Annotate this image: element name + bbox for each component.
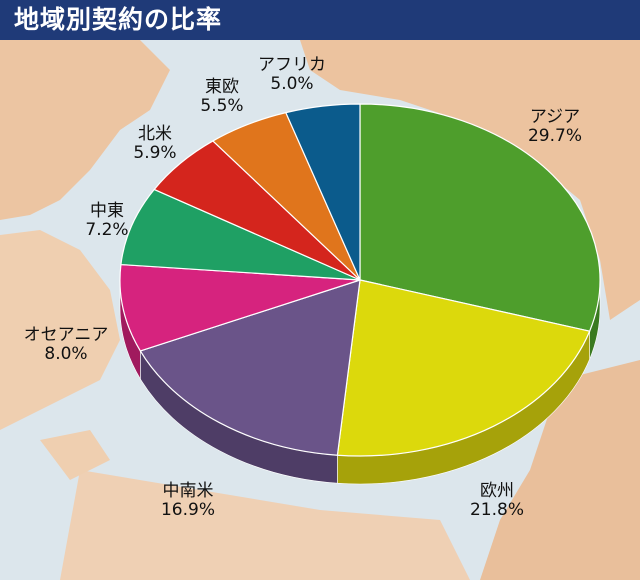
slice-7 bbox=[285, 103, 361, 281]
island-left bbox=[40, 430, 110, 480]
slice-5-label: 北米 5.9% bbox=[133, 125, 176, 163]
slice-0 bbox=[359, 103, 601, 332]
slice-4 bbox=[120, 188, 361, 281]
slice-7-value: 5.0% bbox=[270, 74, 314, 94]
landmass-west bbox=[0, 230, 120, 430]
slice-2-value: 16.9% bbox=[160, 500, 216, 520]
slice-4-label: 中東 7.2% bbox=[85, 202, 128, 240]
slice-4-value: 7.2% bbox=[85, 220, 129, 240]
slice-6-label: 東欧 5.5% bbox=[200, 78, 243, 116]
landmass-northwest bbox=[0, 40, 170, 220]
landmass-northeast bbox=[300, 40, 640, 320]
slice-5-value: 5.9% bbox=[133, 143, 177, 163]
slice-1-name: 欧州 bbox=[479, 481, 514, 501]
slice-3-name: オセアニア bbox=[23, 325, 109, 345]
slice-2-label: 中南米 16.9% bbox=[161, 482, 215, 520]
slice-0-label: アジア 29.7% bbox=[528, 108, 582, 146]
chart-title: 地域別契約の比率 bbox=[0, 0, 640, 40]
pie-slices bbox=[119, 103, 601, 457]
landmass-southeast bbox=[480, 360, 640, 580]
slice-0-name: アジア bbox=[529, 107, 581, 127]
slice-1-label: 欧州 21.8% bbox=[470, 482, 524, 520]
slice-7-label: アフリカ 5.0% bbox=[258, 56, 326, 94]
slice-2-name: 中南米 bbox=[162, 481, 214, 501]
slice-3-value: 8.0% bbox=[44, 344, 88, 364]
slice-5-name: 北米 bbox=[137, 124, 172, 144]
slice-6-value: 5.5% bbox=[200, 96, 244, 116]
slice-4-name: 中東 bbox=[89, 201, 124, 221]
landmass-south bbox=[60, 470, 470, 580]
slice-3-label: オセアニア 8.0% bbox=[24, 326, 109, 364]
slice-0-value: 29.7% bbox=[527, 126, 583, 146]
slice-1-value: 21.8% bbox=[469, 500, 525, 520]
slice-3 bbox=[119, 263, 361, 352]
slice-6-name: 東欧 bbox=[204, 77, 239, 97]
slice-2 bbox=[139, 279, 361, 456]
slice-1 bbox=[336, 279, 591, 457]
slice-7-name: アフリカ bbox=[258, 55, 326, 75]
